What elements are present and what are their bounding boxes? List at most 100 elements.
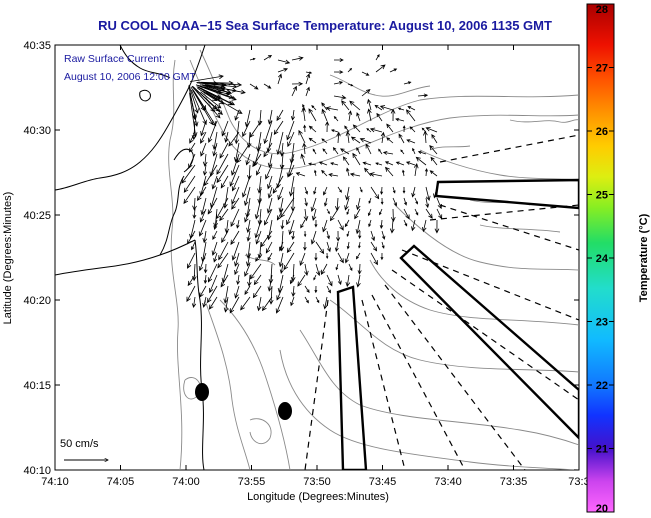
current-arrow [369,172,383,177]
x-tick-label: 73:45 [369,476,397,488]
current-arrow [277,67,289,73]
current-arrow [186,285,196,303]
current-arrow [384,161,394,166]
current-arrow [425,197,430,209]
current-arrow [290,109,296,121]
current-arrow [314,252,318,261]
current-arrow [370,252,378,266]
current-arrow [212,142,218,157]
current-arrow [234,263,240,276]
current-arrow [315,263,321,277]
current-arrow [335,263,339,271]
current-arrow [252,153,262,168]
current-arrow [336,131,341,144]
current-arrow [264,208,273,226]
current-arrow [183,175,196,193]
current-arrow [218,241,229,261]
current-arrow [347,110,353,122]
current-arrow [207,263,218,283]
current-arrow [303,241,307,251]
current-arrow [207,120,218,143]
current-arrow [196,82,243,88]
current-arrow [288,175,295,197]
current-arrow [221,120,229,137]
current-arrow [280,219,285,230]
plot-frame [54,44,580,471]
current-arrow [242,120,251,138]
current-arrow [207,285,218,304]
current-arrow [192,197,197,211]
current-arrow [429,170,438,177]
current-arrow [279,263,284,274]
current-arrow [191,241,196,251]
current-arrow [267,186,273,199]
current-arrow [414,208,419,216]
current-arrow [341,100,350,111]
current-arrow [240,296,251,311]
current-arrow [286,120,295,141]
y-tick-label: 40:20 [23,295,51,307]
current-arrow [290,296,295,307]
current-arrow [286,208,295,226]
current-arrow [380,197,384,205]
current-arrow [417,150,427,155]
current-arrow [411,219,416,232]
current-arrow [356,112,361,122]
current-arrow [381,241,385,249]
y-axis: 40:35 40:30 40:25 40:20 40:15 40:10 [23,40,579,477]
current-arrow [224,219,230,234]
current-arrow [367,208,372,217]
current-arrow [381,230,386,240]
current-arrow [323,186,328,196]
current-arrow [322,148,328,155]
current-arrow [265,164,273,180]
current-arrow [311,208,317,222]
current-arrow [326,241,331,253]
x-tick-label: 74:10 [41,476,69,488]
current-arrow [199,85,237,101]
current-arrow [315,241,325,255]
current-arrow [244,263,251,277]
current-arrow [362,161,372,166]
current-arrow [403,197,408,206]
current-arrow [304,296,309,304]
current-arrow [253,274,262,286]
current-arrow [413,163,419,177]
current-arrow [302,142,307,155]
current-arrow [354,208,361,220]
current-arrow [357,263,362,275]
colorbar-ticks: 28 27 26 25 24 23 22 21 20 [587,3,614,515]
current-arrow [196,91,221,119]
current-arrow [295,172,306,177]
current-arrow [402,186,406,194]
current-arrow [322,219,328,233]
current-arrow [216,153,229,175]
current-arrow [255,230,262,245]
current-arrow [344,197,350,211]
current-arrow [254,219,262,239]
current-arrow [346,167,350,177]
y-tick-label: 40:10 [23,465,51,477]
current-arrow [277,186,284,201]
current-arrow [213,219,218,231]
current-arrow [392,197,397,207]
current-arrow [346,208,350,216]
current-arrow [356,147,361,155]
current-arrow [216,164,229,184]
current-arrow [278,197,284,213]
current-arrow [313,169,317,177]
current-arrow [203,82,226,88]
current-arrow [187,252,196,269]
current-arrow [300,219,306,229]
current-arrow [368,197,372,204]
current-arrow [347,67,353,73]
current-arrow [364,167,372,177]
current-arrow [217,252,229,269]
y-tick-label: 40:35 [23,40,51,52]
current-arrow [425,186,431,202]
current-arrow [415,156,427,166]
current-arrow [314,219,318,228]
colorbar-tick-label: 24 [596,253,609,265]
current-arrow [183,186,196,205]
current-arrow [203,91,225,105]
